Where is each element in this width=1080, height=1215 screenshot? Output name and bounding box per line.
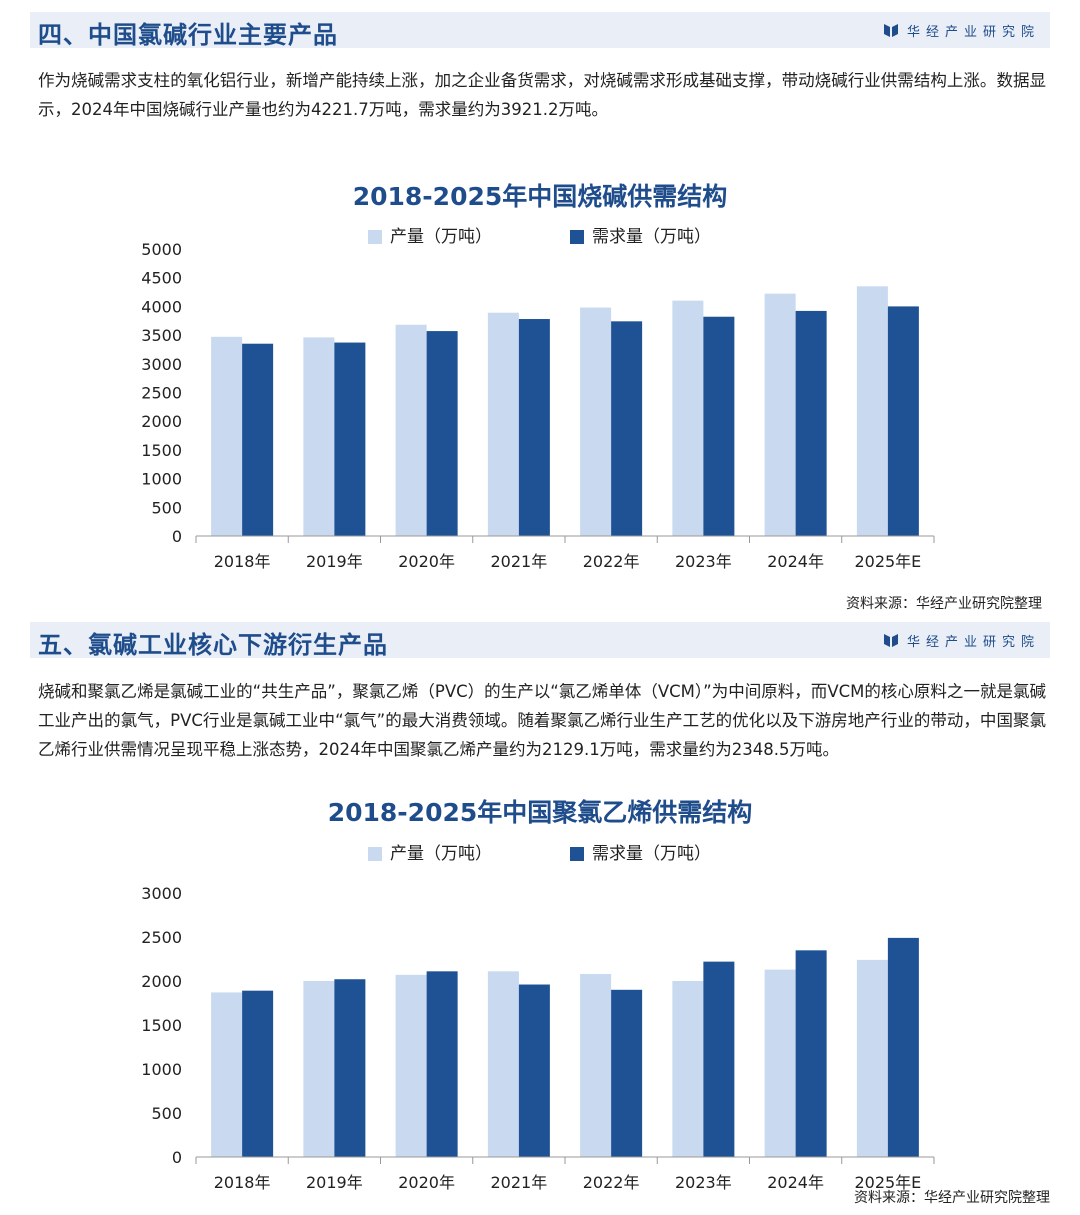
- section4-source: 资料来源：华经产业研究院整理: [846, 596, 1042, 612]
- legend-swatch-1: [570, 230, 584, 244]
- bar-production: [487, 312, 519, 536]
- bar-demand: [887, 937, 919, 1157]
- bar-production: [764, 969, 796, 1157]
- y-tick-label: 2500: [141, 384, 182, 403]
- section4-brand: 华经产业研究院: [883, 21, 1040, 40]
- y-tick-label: 3000: [141, 355, 182, 374]
- bar-demand: [703, 316, 735, 536]
- bar-demand: [611, 321, 643, 536]
- bar-demand: [426, 331, 458, 536]
- section4-header: 四、中国氯碱行业主要产品 华经产业研究院: [30, 12, 1050, 49]
- chart-title: 2018-2025年中国烧碱供需结构: [353, 182, 728, 211]
- bar-production: [764, 293, 796, 536]
- bar-demand: [334, 979, 366, 1157]
- bar-demand: [518, 984, 550, 1157]
- x-tick-label: 2022年: [583, 552, 640, 571]
- x-tick-label: 2018年: [214, 552, 271, 571]
- x-tick-label: 2024年: [767, 552, 824, 571]
- y-tick-label: 1000: [141, 1060, 182, 1079]
- section5-header: 五、氯碱工业核心下游衍生产品 华经产业研究院: [30, 622, 1050, 659]
- x-tick-label: 2025年E: [854, 552, 921, 571]
- section5-source: 资料来源：华经产业研究院整理: [854, 1190, 1050, 1206]
- bar-demand: [795, 950, 827, 1157]
- bar-production: [303, 981, 335, 1157]
- x-tick-label: 2024年: [767, 1173, 824, 1192]
- y-tick-label: 2000: [141, 972, 182, 991]
- bar-demand: [426, 971, 458, 1157]
- section5-title: 五、氯碱工业核心下游衍生产品: [38, 631, 388, 659]
- bar-production: [856, 959, 888, 1157]
- bar-production: [672, 981, 704, 1157]
- legend-label-1: 需求量（万吨）: [592, 227, 711, 247]
- x-tick-label: 2018年: [214, 1173, 271, 1192]
- section5-brand: 华经产业研究院: [883, 631, 1040, 650]
- legend-swatch-0: [368, 230, 382, 244]
- y-tick-label: 5000: [141, 240, 182, 259]
- bar-production: [856, 286, 888, 536]
- legend-label-1: 需求量（万吨）: [592, 844, 711, 864]
- chart-title: 2018-2025年中国聚氯乙烯供需结构: [328, 798, 753, 827]
- section4-paragraph: 作为烧碱需求支柱的氧化铝行业，新增产能持续上涨，加之企业备货需求，对烧碱需求形成…: [38, 71, 1046, 119]
- y-tick-label: 0: [172, 527, 182, 546]
- y-tick-label: 1500: [141, 1016, 182, 1035]
- y-tick-label: 0: [172, 1148, 182, 1167]
- y-tick-label: 500: [151, 1104, 182, 1123]
- bar-production: [395, 324, 427, 536]
- y-tick-label: 4500: [141, 269, 182, 288]
- y-tick-label: 3500: [141, 326, 182, 345]
- legend-label-0: 产量（万吨）: [390, 227, 492, 247]
- y-tick-label: 4000: [141, 297, 182, 316]
- x-tick-label: 2019年: [306, 1173, 363, 1192]
- bar-production: [211, 336, 243, 536]
- y-tick-label: 2000: [141, 412, 182, 431]
- y-tick-label: 1000: [141, 470, 182, 489]
- brand-name: 华经产业研究院: [906, 634, 1040, 650]
- bar-production: [211, 992, 243, 1157]
- bar-production: [487, 971, 519, 1157]
- brand-name: 华经产业研究院: [906, 24, 1040, 40]
- brand-logo-icon: [883, 24, 898, 37]
- section5-paragraph: 烧碱和聚氯乙烯是氯碱工业的“共生产品”，聚氯乙烯（PVC）的生产以“氯乙烯单体（…: [38, 682, 1046, 759]
- bar-demand: [887, 306, 919, 536]
- bar-demand: [334, 342, 366, 536]
- y-tick-label: 1500: [141, 441, 182, 460]
- y-tick-label: 3000: [141, 884, 182, 903]
- x-tick-label: 2021年: [491, 552, 548, 571]
- y-tick-label: 2500: [141, 928, 182, 947]
- x-tick-label: 2022年: [583, 1173, 640, 1192]
- legend-label-0: 产量（万吨）: [390, 844, 492, 864]
- x-tick-label: 2019年: [306, 552, 363, 571]
- legend-swatch-1: [570, 847, 584, 861]
- bar-production: [580, 307, 612, 536]
- bar-demand: [795, 310, 827, 536]
- x-tick-label: 2020年: [398, 552, 455, 571]
- x-tick-label: 2023年: [675, 552, 732, 571]
- x-tick-label: 2020年: [398, 1173, 455, 1192]
- bar-demand: [611, 989, 643, 1157]
- bar-demand: [518, 319, 550, 536]
- x-tick-label: 2025年E: [854, 1173, 921, 1192]
- bar-production: [303, 337, 335, 536]
- legend-swatch-0: [368, 847, 382, 861]
- bar-production: [580, 973, 612, 1157]
- bar-production: [672, 300, 704, 536]
- section4-title: 四、中国氯碱行业主要产品: [38, 21, 338, 49]
- brand-logo-icon: [883, 634, 898, 647]
- x-tick-label: 2023年: [675, 1173, 732, 1192]
- y-tick-label: 500: [151, 498, 182, 517]
- bar-demand: [703, 961, 735, 1157]
- bar-production: [395, 974, 427, 1157]
- bar-demand: [242, 343, 274, 536]
- bar-demand: [242, 990, 274, 1157]
- x-tick-label: 2021年: [491, 1173, 548, 1192]
